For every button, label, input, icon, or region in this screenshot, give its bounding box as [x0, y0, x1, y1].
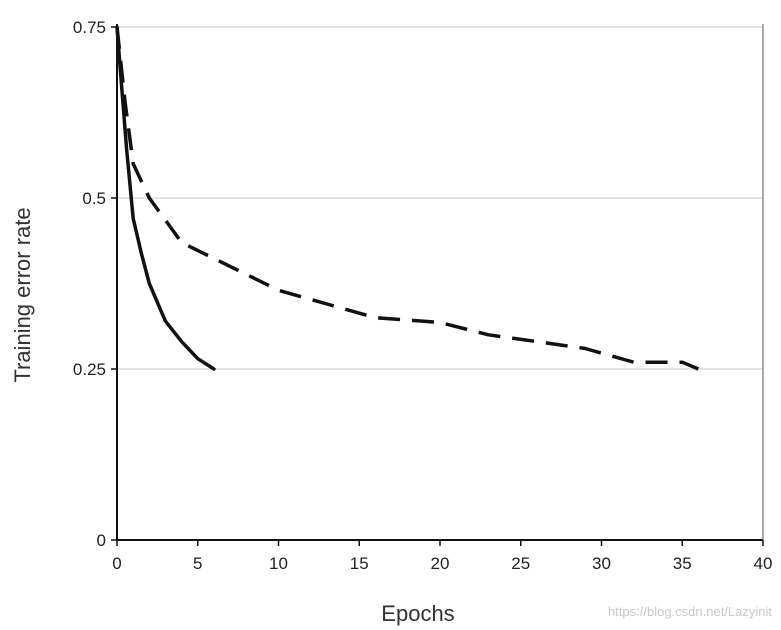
x-tick-label: 25 [511, 554, 530, 573]
x-tick-label: 40 [754, 554, 773, 573]
x-tick-label: 10 [269, 554, 288, 573]
x-tick-label: 5 [193, 554, 202, 573]
y-tick-label: 0 [97, 531, 106, 550]
gridlines [117, 26, 763, 370]
series-line-solid [115, 25, 216, 371]
series-line-dashed [115, 26, 700, 371]
x-tick-label: 30 [592, 554, 611, 573]
x-tick-label: 0 [112, 554, 121, 573]
x-tick-label: 20 [431, 554, 450, 573]
watermark-text: https://blog.csdn.net/Lazyinit [608, 604, 772, 619]
x-tick-label: 15 [350, 554, 369, 573]
y-axis-title: Training error rate [10, 207, 35, 382]
y-tick-label: 0.75 [73, 18, 106, 37]
y-tick-label: 0.5 [82, 189, 106, 208]
axes [111, 24, 764, 546]
x-tick-label: 35 [673, 554, 692, 573]
tick-labels: 0 5 10 15 20 25 30 35 40 0 0.25 0.5 0.75 [73, 18, 773, 573]
x-axis-title: Epochs [381, 601, 454, 626]
y-tick-label: 0.25 [73, 360, 106, 379]
series-layer [115, 25, 700, 371]
